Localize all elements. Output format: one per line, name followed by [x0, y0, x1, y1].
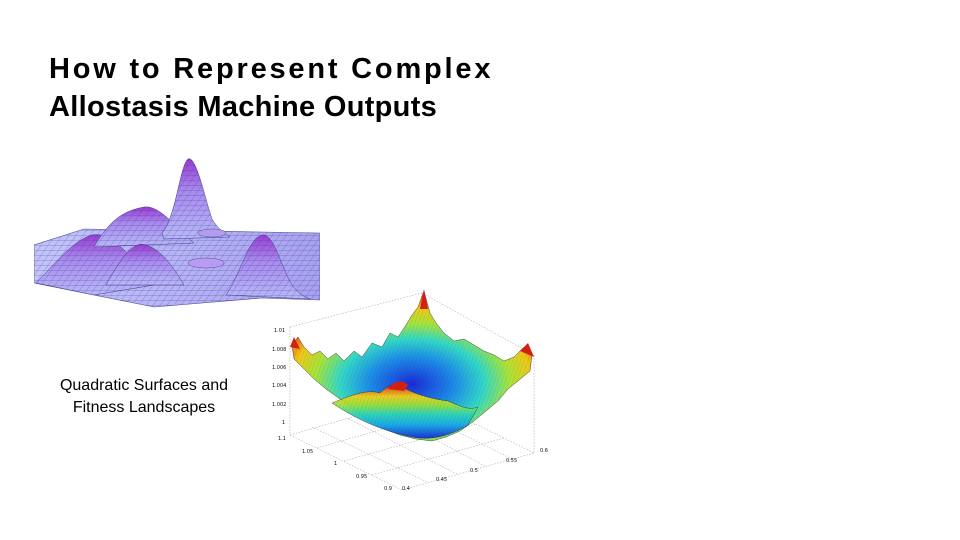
slide-title-line-1: How to Represent Complex [49, 53, 494, 85]
y-tick-label: 1.1 [278, 436, 286, 442]
slide-title-line-2: Allostasis Machine Outputs [49, 91, 438, 123]
quadratic-surface-plot: 1.01 1.008 1.006 1.004 1.002 1 1.1 1.05 … [272, 289, 548, 492]
z-tick-label: 1.008 [272, 347, 286, 353]
y-tick-label: 1 [334, 461, 337, 467]
figure-caption: Quadratic Surfaces and Fitness Landscape… [30, 375, 258, 419]
z-tick-label: 1 [282, 420, 285, 426]
y-axis-ticks: 1.1 1.05 1 0.95 0.9 [278, 436, 392, 492]
z-tick-label: 1.006 [272, 365, 286, 371]
z-tick-label: 1.004 [272, 383, 286, 389]
caption-line-2: Fitness Landscapes [72, 399, 216, 416]
x-tick-label: 0.45 [436, 477, 447, 483]
y-tick-label: 0.95 [356, 474, 367, 480]
x-axis-ticks: 0.4 0.45 0.5 0.55 0.6 [402, 448, 548, 492]
slide-title: How to Represent Complex Allostasis Mach… [49, 50, 493, 126]
y-tick-label: 0.9 [384, 486, 392, 492]
x-tick-label: 0.5 [470, 468, 478, 474]
z-tick-label: 1.002 [272, 402, 286, 408]
x-tick-label: 0.55 [506, 458, 517, 464]
caption-line-1: Quadratic Surfaces and [59, 377, 229, 394]
x-tick-label: 0.4 [402, 486, 410, 492]
z-tick-label: 1.01 [274, 328, 285, 334]
x-tick-label: 0.6 [540, 448, 548, 454]
z-axis-ticks: 1.01 1.008 1.006 1.004 1.002 1 [272, 328, 286, 426]
y-tick-label: 1.05 [302, 449, 313, 455]
fitness-landscape-image [34, 158, 320, 308]
